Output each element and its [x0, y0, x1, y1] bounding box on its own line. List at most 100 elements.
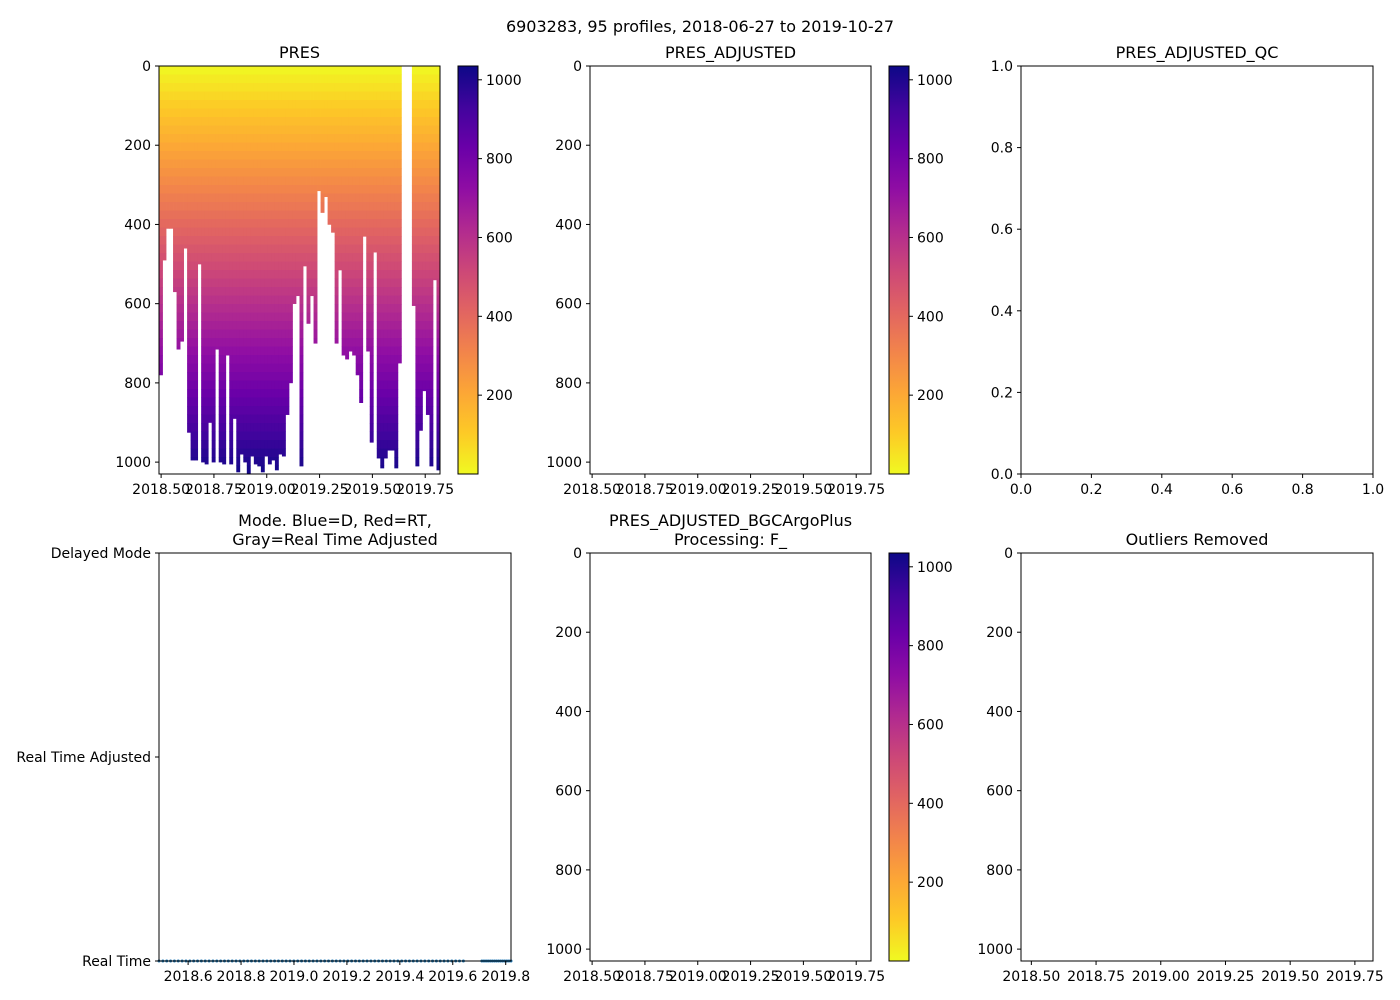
plot-area	[590, 66, 871, 474]
pres-cell	[260, 236, 265, 245]
pres-cell	[162, 117, 167, 126]
pres-cell	[166, 185, 170, 194]
pres-cell	[338, 108, 343, 118]
pres-cell	[390, 125, 395, 135]
y-tick-label: 200	[986, 625, 1013, 641]
pres-cell	[169, 210, 174, 220]
pres-cell	[236, 142, 241, 152]
pres-cell	[422, 159, 427, 169]
pres-cell	[338, 151, 343, 160]
pres-cell	[274, 151, 279, 160]
pres-cell	[397, 91, 402, 101]
pres-cell	[369, 295, 374, 305]
pres-cell	[260, 202, 265, 211]
pres-cell	[348, 253, 353, 262]
pres-cell	[222, 227, 227, 237]
pres-cell	[436, 219, 441, 228]
pres-cell	[418, 134, 423, 143]
pres-cell	[299, 295, 304, 305]
pres-cell	[201, 261, 206, 271]
pres-cell	[264, 321, 269, 330]
pres-cell	[299, 457, 304, 466]
pres-cell	[425, 355, 430, 364]
pres-cell	[176, 142, 181, 152]
pres-cell	[278, 176, 283, 186]
pres-cell	[211, 312, 216, 322]
pres-cell	[390, 448, 395, 451]
pres-cell	[253, 414, 258, 424]
pres-cell	[176, 210, 181, 220]
pres-cell	[267, 448, 272, 458]
pres-cell	[180, 151, 184, 160]
pres-cell	[303, 125, 307, 135]
profile-column	[355, 66, 360, 376]
pres-cell	[341, 74, 346, 84]
pres-cell	[159, 244, 163, 254]
pres-cell	[397, 270, 402, 279]
pres-cell	[194, 202, 199, 211]
y-tick-label: 0	[573, 546, 582, 562]
pres-cell	[418, 227, 423, 237]
pres-cell	[271, 312, 276, 322]
pres-cell	[299, 465, 304, 467]
pres-cell	[313, 312, 318, 322]
pres-cell	[271, 253, 276, 262]
pres-cell	[415, 406, 420, 415]
pres-cell	[180, 295, 184, 305]
pres-cell	[183, 202, 188, 211]
pres-cell	[183, 210, 188, 220]
pres-cell	[278, 134, 283, 143]
pres-cell	[345, 100, 350, 109]
pres-cell	[285, 389, 290, 398]
pres-cell	[281, 193, 286, 203]
pres-cell	[190, 66, 195, 75]
pres-cell	[264, 244, 269, 254]
pres-cell	[376, 83, 381, 92]
pres-cell	[250, 423, 255, 432]
pres-cell	[253, 270, 258, 279]
pres-cell	[348, 134, 353, 143]
pres-cell	[390, 261, 395, 271]
x-tick-label: 0.0	[1010, 482, 1032, 498]
profile-column	[239, 66, 244, 455]
pres-cell	[257, 108, 262, 118]
pres-cell	[418, 210, 423, 220]
pres-cell	[183, 185, 188, 194]
pres-cell	[183, 244, 188, 249]
pres-cell	[183, 151, 188, 160]
pres-cell	[303, 142, 307, 152]
pres-cell	[334, 66, 339, 75]
pres-cell	[236, 193, 241, 203]
pres-cell	[183, 193, 188, 203]
pres-cell	[190, 74, 195, 84]
pres-cell	[418, 125, 423, 135]
pres-cell	[225, 185, 230, 194]
pres-cell	[267, 142, 272, 152]
pres-cell	[334, 117, 339, 126]
pres-cell	[267, 74, 272, 84]
pres-cell	[173, 244, 177, 254]
pres-cell	[173, 100, 177, 109]
pres-cell	[201, 406, 206, 415]
pres-cell	[183, 168, 188, 177]
pres-cell	[397, 236, 402, 245]
pres-cell	[218, 372, 223, 381]
pres-cell	[415, 108, 420, 118]
pres-cell	[208, 176, 213, 186]
pres-cell	[232, 74, 237, 84]
pres-cell	[194, 312, 199, 322]
pres-cell	[253, 457, 258, 465]
pres-cell	[352, 236, 357, 245]
pres-cell	[295, 142, 300, 152]
pres-cell	[348, 125, 353, 135]
y-tick-label: 600	[124, 297, 151, 313]
pres-cell	[380, 168, 385, 177]
pres-cell	[222, 142, 227, 152]
pres-cell	[306, 185, 311, 194]
pres-cell	[369, 236, 374, 245]
pres-cell	[327, 185, 332, 194]
pres-cell	[376, 431, 381, 441]
pres-cell	[218, 134, 223, 143]
pres-cell	[317, 151, 321, 160]
pres-cell	[348, 304, 353, 313]
